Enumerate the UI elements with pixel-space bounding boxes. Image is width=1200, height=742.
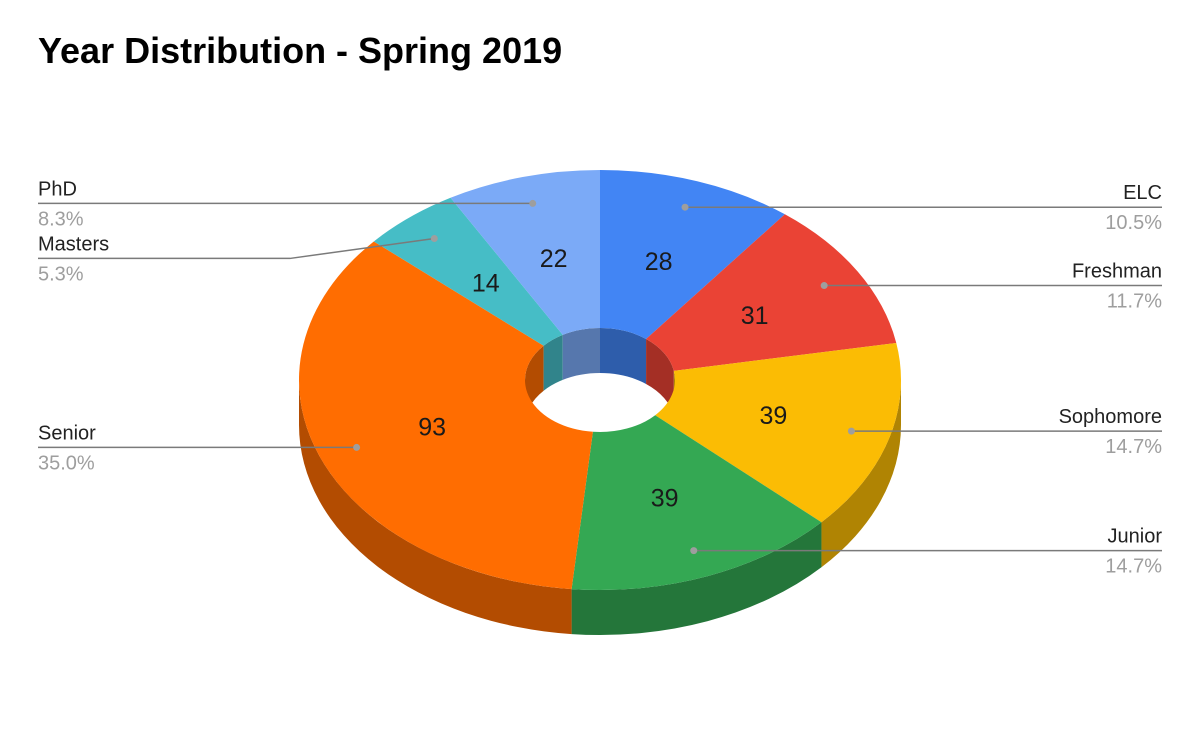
- legend-percent-junior: 14.7%: [1105, 556, 1162, 578]
- value-label-freshman: 31: [741, 302, 769, 330]
- callout-line-masters: [38, 237, 435, 260]
- hole-wall-elc-0: [600, 328, 647, 384]
- slice-side-senior: [299, 380, 572, 635]
- callout-lines: [38, 199, 1162, 555]
- legend-percent-elc: 10.5%: [1105, 212, 1162, 234]
- legend-percent-phd: 8.3%: [38, 208, 84, 230]
- legend-label-junior: Junior: [1108, 526, 1163, 548]
- slice-sides: [299, 380, 901, 635]
- callout-dot-senior: [353, 443, 361, 451]
- value-label-phd: 22: [540, 245, 568, 273]
- slice-value-labels: 28 31 39 39 93 14 22: [418, 245, 787, 512]
- legend-percent-sophomore: 14.7%: [1105, 436, 1162, 458]
- callout-dot-phd: [529, 199, 537, 207]
- slice-freshman: [646, 214, 897, 371]
- value-label-elc: 28: [645, 248, 673, 276]
- legend-label-freshman: Freshman: [1072, 261, 1162, 283]
- legend-percent-masters: 5.3%: [38, 263, 84, 285]
- value-label-senior: 93: [418, 413, 446, 441]
- legend-label-phd: PhD: [38, 178, 77, 200]
- slice-elc: [600, 170, 785, 339]
- callout-dot-junior: [690, 547, 698, 555]
- chart-title: Year Distribution - Spring 2019: [38, 30, 563, 71]
- legend-label-senior: Senior: [38, 422, 96, 444]
- legend-percent-senior: 35.0%: [38, 452, 95, 474]
- legend-label-masters: Masters: [38, 233, 109, 255]
- value-label-masters: 14: [472, 269, 500, 297]
- callout-dot-elc: [681, 203, 689, 211]
- slice-senior: [298, 241, 593, 590]
- legend-label-elc: ELC: [1123, 182, 1162, 204]
- slice-side-sophomore: [821, 380, 901, 568]
- value-label-junior: 39: [651, 485, 679, 513]
- slice-phd: [450, 170, 600, 335]
- legend-percent-freshman: 11.7%: [1107, 291, 1162, 313]
- hole-wall-masters-0: [543, 334, 563, 391]
- slice-masters: [373, 197, 563, 346]
- slice-sophomore: [655, 342, 901, 523]
- callout-legend: ELC 10.5% Freshman 11.7% Sophomore 14.7% Junio…: [38, 178, 1162, 577]
- callout-dot-freshman: [820, 282, 828, 290]
- donut-hole: [525, 328, 675, 425]
- slice-side-junior: [571, 522, 822, 635]
- callout-dot-sophomore: [847, 427, 855, 435]
- slice-tops: [298, 170, 901, 590]
- value-label-sophomore: 39: [759, 402, 787, 430]
- slice-junior: [571, 415, 822, 590]
- callout-dot-masters: [430, 235, 438, 243]
- hole-wall-phd-0: [562, 328, 600, 380]
- legend-label-sophomore: Sophomore: [1059, 406, 1162, 428]
- hole-wall-freshman-0: [646, 338, 674, 416]
